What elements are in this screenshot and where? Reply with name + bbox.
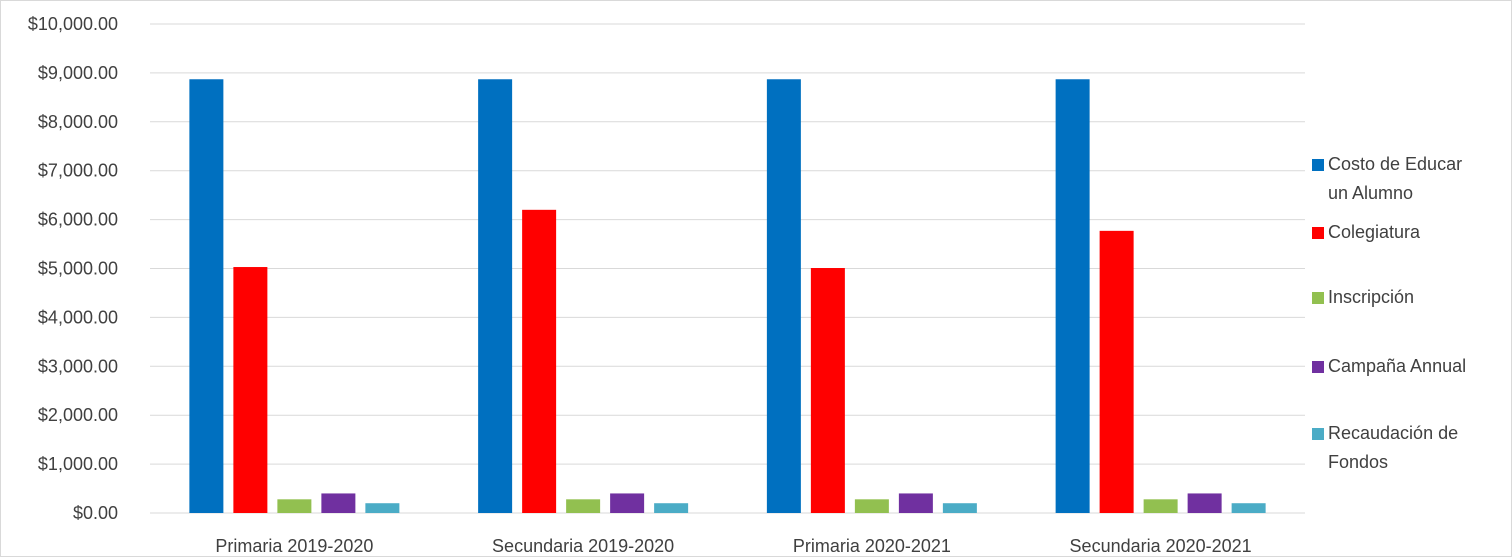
- bar-recaudaci-n-de-fondos-3: [1231, 503, 1266, 513]
- y-tick-label: $4,000.00: [38, 307, 118, 327]
- bar-recaudaci-n-de-fondos-1: [654, 503, 689, 513]
- bar-costo-de-educar-un-alumno-0: [189, 79, 224, 513]
- bar-colegiatura-1: [522, 209, 557, 513]
- bar-campa-a-annual-3: [1187, 493, 1222, 513]
- bar-recaudaci-n-de-fondos-2: [942, 503, 977, 513]
- legend-label-line: Fondos: [1328, 452, 1388, 472]
- bar-costo-de-educar-un-alumno-2: [766, 79, 801, 513]
- bar-campa-a-annual-2: [898, 493, 933, 513]
- y-tick-label: $9,000.00: [38, 63, 118, 83]
- legend-swatch: [1312, 361, 1324, 373]
- x-category-label: Secundaria 2019-2020: [492, 536, 674, 556]
- y-tick-label: $10,000.00: [28, 14, 118, 34]
- y-tick-label: $6,000.00: [38, 210, 118, 230]
- legend-label: Inscripción: [1328, 287, 1414, 307]
- bar-inscripci-n-0: [277, 499, 312, 513]
- x-category-label: Secundaria 2020-2021: [1070, 536, 1252, 556]
- bar-campa-a-annual-1: [610, 493, 645, 513]
- bar-colegiatura-0: [233, 267, 268, 513]
- bar-recaudaci-n-de-fondos-0: [365, 503, 400, 513]
- bars: [189, 79, 1266, 514]
- legend-label-line: Recaudación de: [1328, 423, 1458, 443]
- bar-colegiatura-2: [810, 268, 845, 513]
- x-category-label: Primaria 2020-2021: [793, 536, 951, 556]
- bar-inscripci-n-3: [1143, 499, 1178, 513]
- legend-label-line: Inscripción: [1328, 287, 1414, 307]
- y-tick-label: $0.00: [73, 503, 118, 523]
- legend-label: Recaudación de Fondos: [1328, 423, 1458, 472]
- legend-label: Costo de Educar un Alumno: [1328, 154, 1462, 203]
- bar-colegiatura-3: [1099, 230, 1134, 514]
- legend-label: Colegiatura: [1328, 222, 1421, 242]
- legend-label-line: Campaña Annual: [1328, 356, 1466, 376]
- legend-swatch: [1312, 428, 1324, 440]
- bar-costo-de-educar-un-alumno-3: [1055, 79, 1090, 513]
- x-axis-categories: Primaria 2019-2020 Secundaria 2019-2020 Pr…: [215, 536, 1251, 556]
- legend-label-line: un Alumno: [1328, 183, 1413, 203]
- x-category-label: Primaria 2019-2020: [215, 536, 373, 556]
- y-tick-label: $5,000.00: [38, 259, 118, 279]
- y-tick-label: $2,000.00: [38, 405, 118, 425]
- y-tick-label: $3,000.00: [38, 356, 118, 376]
- legend-label: Campaña Annual: [1328, 356, 1466, 376]
- y-tick-label: $1,000.00: [38, 454, 118, 474]
- y-tick-label: $8,000.00: [38, 112, 118, 132]
- legend-label-line: Colegiatura: [1328, 222, 1421, 242]
- legend-swatch: [1312, 159, 1324, 171]
- bar-campa-a-annual-0: [321, 493, 356, 513]
- bar-inscripci-n-2: [854, 499, 889, 513]
- legend-swatch: [1312, 292, 1324, 304]
- legend: Costo de Educar un Alumno Colegiatura Inscr…: [1312, 154, 1466, 472]
- y-tick-label: $7,000.00: [38, 161, 118, 181]
- y-axis-ticks: $0.00 $1,000.00 $2,000.00 $3,000.00 $4,000.0…: [28, 14, 118, 523]
- legend-swatch: [1312, 227, 1324, 239]
- bar-costo-de-educar-un-alumno-1: [478, 79, 513, 513]
- bar-inscripci-n-1: [566, 499, 601, 513]
- legend-label-line: Costo de Educar: [1328, 154, 1462, 174]
